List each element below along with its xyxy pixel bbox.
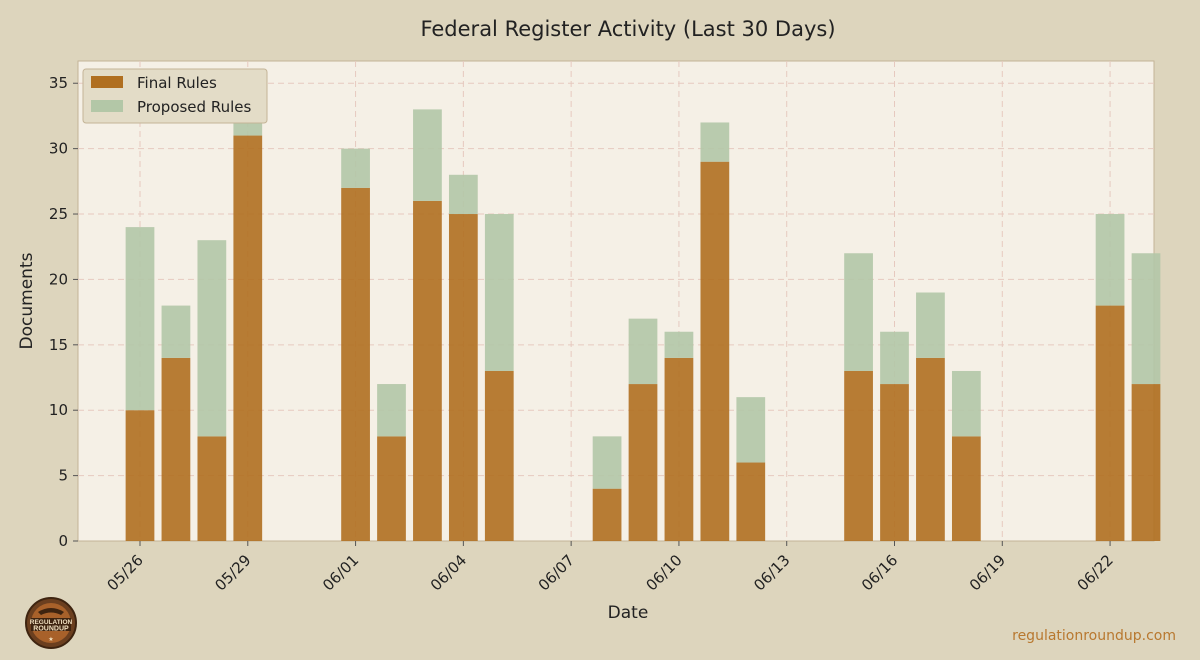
- legend-swatch-proposed-rules: [91, 100, 123, 112]
- bar-proposed-rules: [413, 109, 442, 201]
- bar-proposed-rules: [448, 174, 478, 215]
- bar-proposed-rules: [377, 384, 406, 437]
- y-tick-label: 20: [49, 270, 68, 288]
- x-axis-ticks: 05/26 05/29 06/01 06/04 06/07 06/10 06/13 06/16…: [104, 541, 1117, 594]
- bar-final-rules: [1131, 384, 1161, 541]
- legend-swatch-final-rules: [91, 76, 123, 88]
- legend: Final Rules Proposed Rules: [82, 68, 268, 124]
- logo-text-bottom: ROUNDUP: [33, 626, 69, 633]
- x-tick-label: 05/29: [211, 551, 254, 594]
- site-url[interactable]: regulationroundup.com: [1012, 628, 1176, 644]
- bar-final-rules: [125, 410, 155, 541]
- bar-proposed-rules: [484, 214, 514, 371]
- bar-proposed-rules: [844, 253, 873, 371]
- y-tick-label: 15: [49, 336, 68, 354]
- bar-proposed-rules: [628, 318, 658, 385]
- y-tick-label: 30: [49, 140, 68, 158]
- bar-final-rules: [413, 200, 442, 542]
- y-tick-label: 0: [58, 532, 68, 550]
- x-tick-label: 06/13: [750, 551, 793, 594]
- bar-final-rules: [197, 436, 227, 541]
- bar-final-rules: [700, 161, 730, 542]
- x-tick-label: 05/26: [104, 551, 147, 594]
- chart-title: Federal Register Activity (Last 30 Days): [420, 17, 835, 41]
- bar-final-rules: [448, 214, 478, 541]
- bar-proposed-rules: [664, 331, 694, 358]
- star-icon: ★: [48, 636, 53, 643]
- x-tick-label: 06/01: [319, 551, 362, 594]
- bar-final-rules: [377, 436, 406, 541]
- bar-final-rules: [844, 370, 873, 541]
- bar-proposed-rules: [736, 397, 766, 463]
- y-tick-label: 5: [58, 467, 68, 485]
- bars-group: [125, 83, 1161, 542]
- y-axis-label: Documents: [17, 252, 37, 349]
- bar-proposed-rules: [125, 227, 155, 411]
- y-tick-label: 10: [49, 401, 68, 419]
- bar-final-rules: [664, 357, 694, 541]
- bar-proposed-rules: [592, 436, 622, 489]
- bar-final-rules: [951, 436, 981, 541]
- x-tick-label: 06/07: [535, 551, 578, 594]
- y-axis-ticks: 0 5 10 15 20 25 30 35: [49, 74, 78, 550]
- x-tick-label: 06/04: [427, 551, 470, 594]
- bar-final-rules: [161, 357, 191, 541]
- x-tick-label: 06/16: [858, 551, 901, 594]
- bar-proposed-rules: [341, 148, 370, 188]
- bar-proposed-rules: [197, 240, 227, 437]
- legend-label-proposed-rules: Proposed Rules: [137, 98, 251, 116]
- bar-proposed-rules: [916, 292, 945, 358]
- bar-final-rules: [1095, 305, 1125, 541]
- x-tick-label: 06/22: [1074, 551, 1117, 594]
- bar-proposed-rules: [1131, 253, 1161, 385]
- x-axis-label: Date: [608, 603, 649, 623]
- bar-final-rules: [484, 370, 514, 541]
- bar-final-rules: [233, 135, 263, 541]
- bar-final-rules: [592, 488, 622, 541]
- bar-final-rules: [880, 384, 909, 541]
- legend-box: [82, 68, 268, 124]
- logo-badge: REGULATION ROUNDUP ★: [25, 597, 77, 649]
- x-tick-label: 06/19: [966, 551, 1009, 594]
- y-tick-label: 25: [49, 205, 68, 223]
- bar-proposed-rules: [1095, 214, 1125, 306]
- bar-proposed-rules: [880, 331, 909, 385]
- bar-final-rules: [916, 357, 945, 541]
- bar-final-rules: [628, 384, 658, 541]
- bar-proposed-rules: [951, 370, 981, 437]
- y-tick-label: 35: [49, 74, 68, 92]
- bar-proposed-rules: [700, 122, 730, 162]
- legend-label-final-rules: Final Rules: [137, 74, 217, 92]
- x-tick-label: 06/10: [642, 551, 685, 594]
- bar-final-rules: [736, 462, 766, 541]
- bar-proposed-rules: [161, 305, 191, 358]
- hat-icon: [38, 608, 64, 615]
- bar-final-rules: [341, 187, 370, 541]
- logo-text-top: REGULATION: [30, 619, 73, 626]
